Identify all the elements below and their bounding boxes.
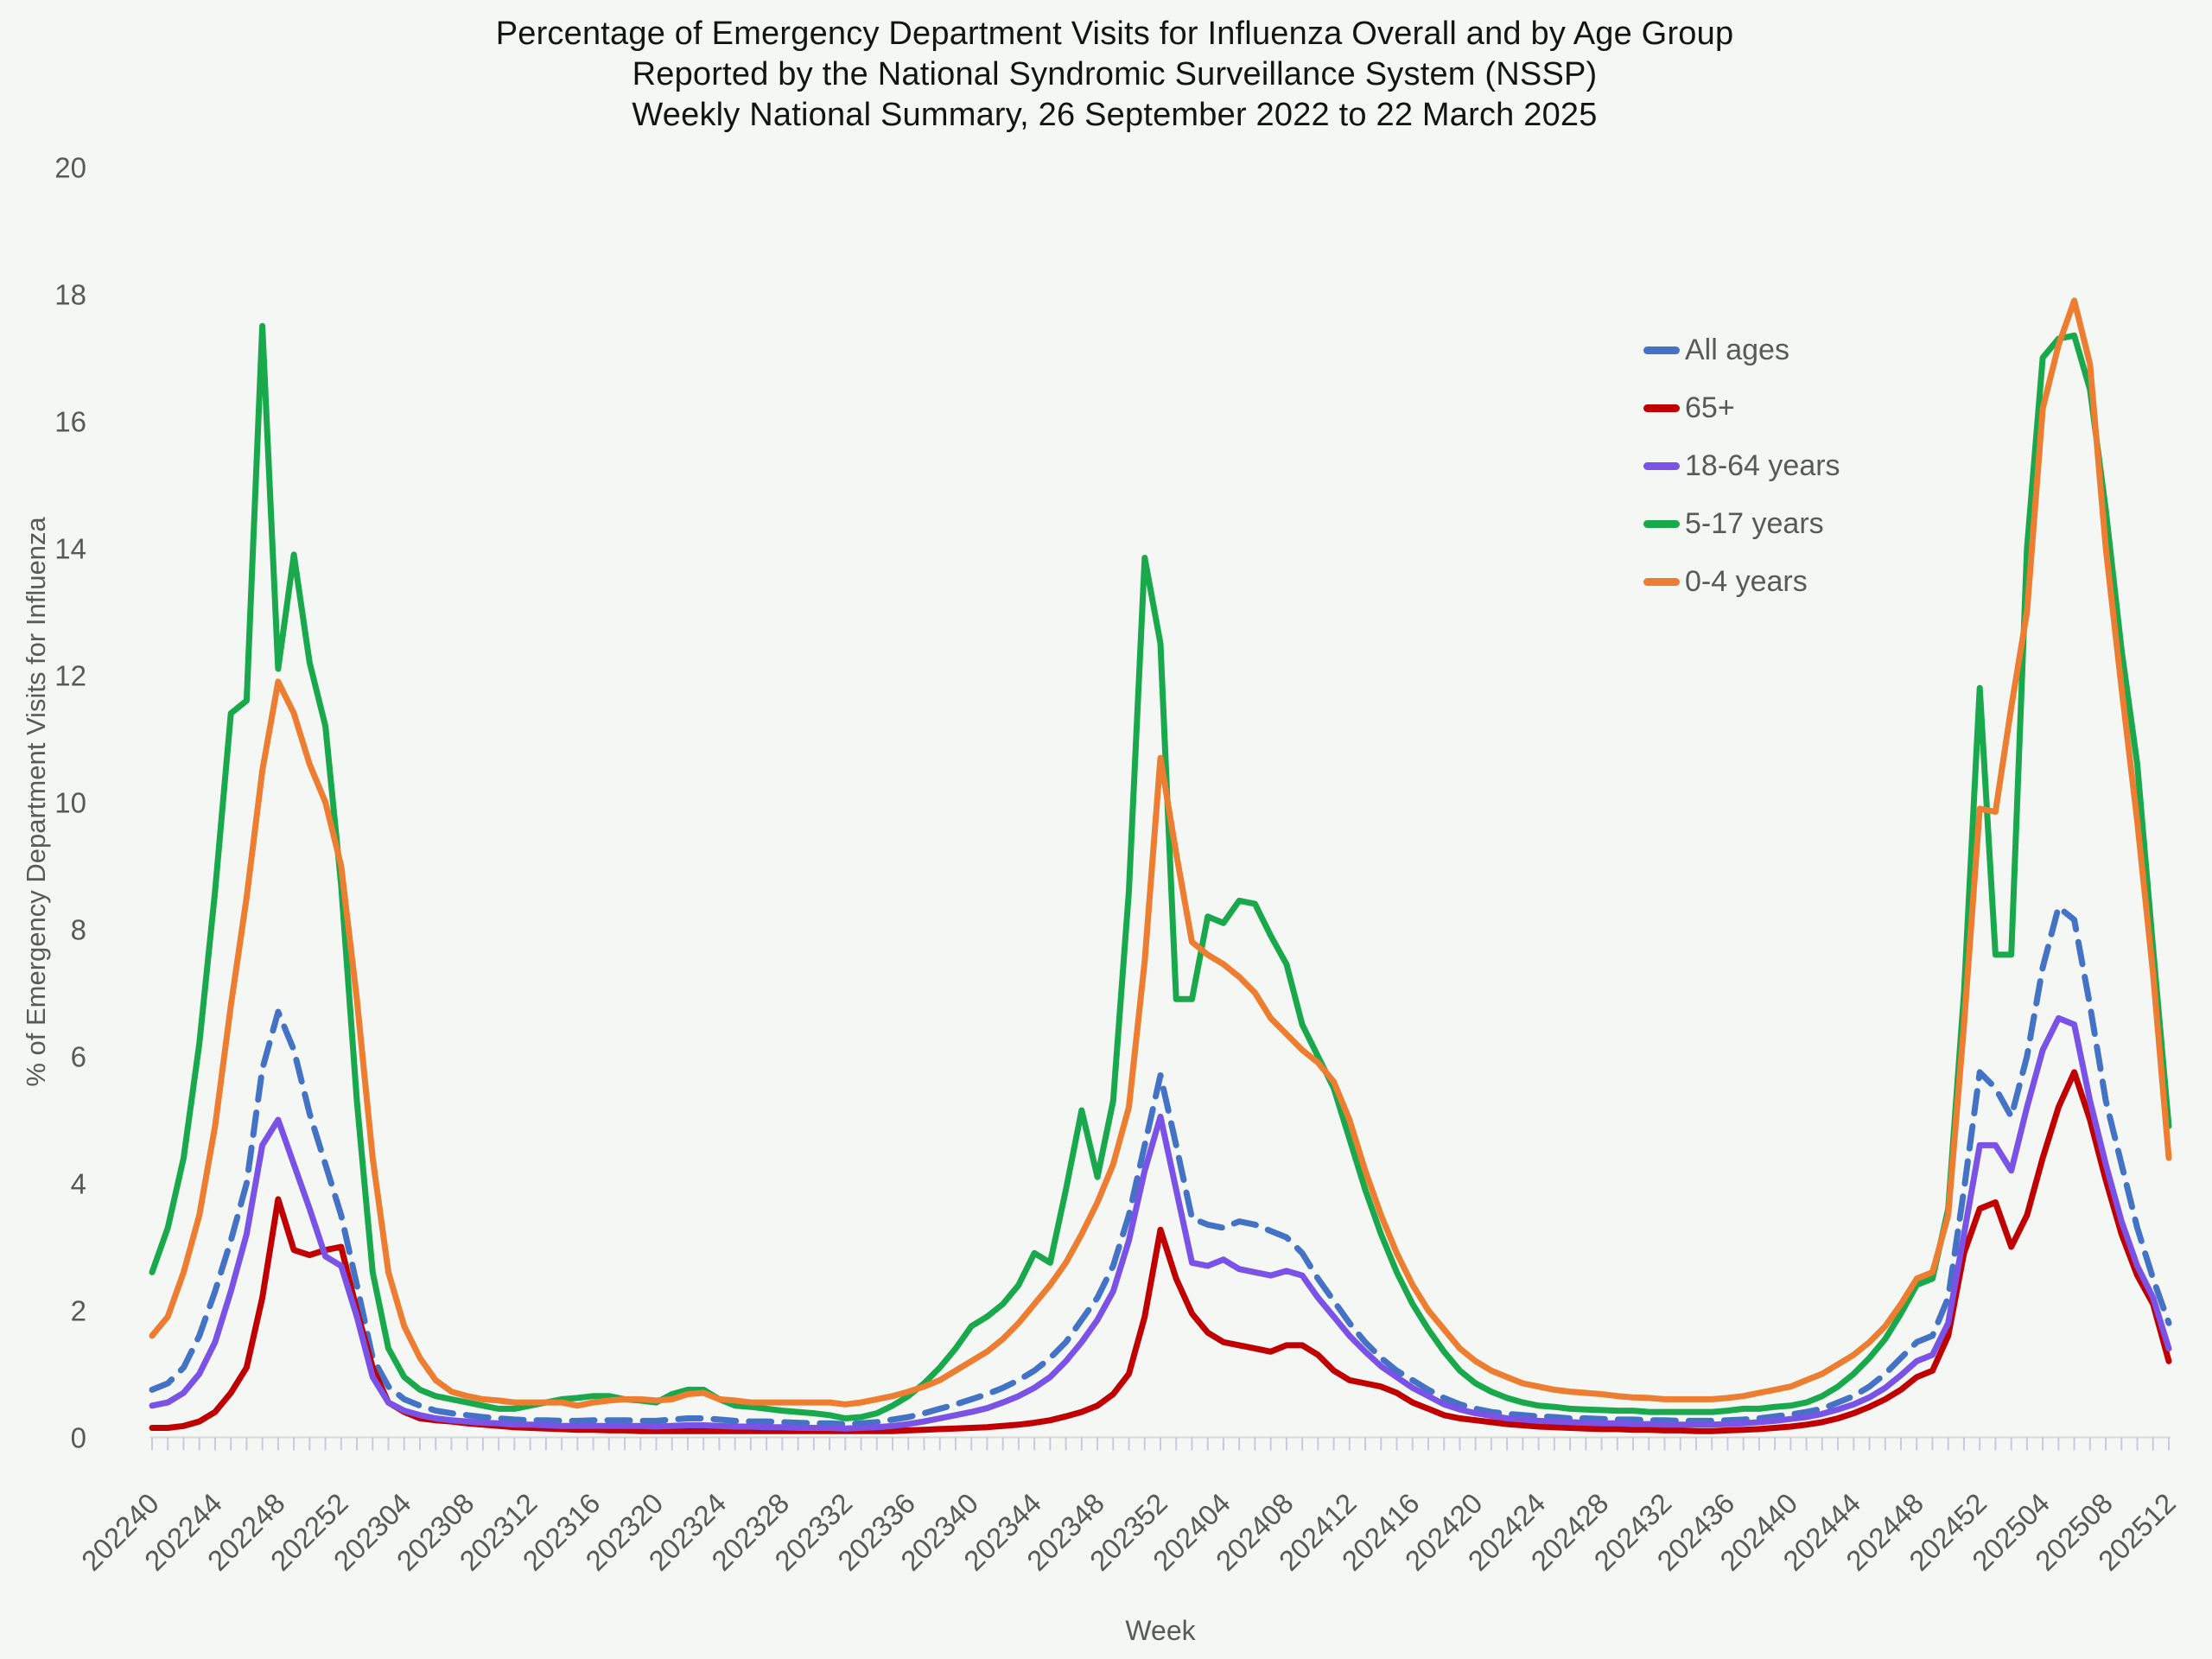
y-axis-tick-label: 18 bbox=[54, 279, 86, 311]
y-axis-tick-label: 2 bbox=[71, 1295, 86, 1327]
legend-item-65-: 65+ bbox=[1643, 379, 1840, 437]
series-line-5-17-years bbox=[149, 322, 2172, 1421]
y-axis-tick-label: 20 bbox=[54, 152, 86, 184]
y-axis-tick-label: 16 bbox=[54, 406, 86, 438]
chart-legend: All ages 65+ 18-64 years 5-17 years 0-4 year… bbox=[1643, 321, 1840, 611]
legend-swatch-icon bbox=[1643, 462, 1680, 470]
legend-swatch-icon bbox=[1643, 520, 1680, 528]
legend-label: 5-17 years bbox=[1685, 507, 1824, 540]
legend-swatch-icon bbox=[1643, 346, 1680, 354]
legend-item-0-4-years: 0-4 years bbox=[1643, 553, 1840, 611]
legend-label: All ages bbox=[1685, 334, 1789, 366]
chart-title-line-2: Reported by the National Syndromic Surve… bbox=[632, 56, 1598, 92]
y-axis-tick-label: 10 bbox=[54, 787, 86, 819]
series-line-0-4-years bbox=[149, 297, 2172, 1409]
legend-item-5-17-years: 5-17 years bbox=[1643, 495, 1840, 553]
series-line-18-64-years bbox=[149, 1014, 2172, 1432]
y-axis-tick-label: 4 bbox=[71, 1168, 86, 1200]
legend-swatch-icon bbox=[1643, 404, 1680, 412]
legend-label: 0-4 years bbox=[1685, 565, 1808, 598]
chart-title-line-1: Percentage of Emergency Department Visit… bbox=[495, 16, 1734, 52]
legend-label: 65+ bbox=[1685, 391, 1735, 424]
x-axis-title: Week bbox=[1125, 1615, 1196, 1646]
y-axis-tick-label: 14 bbox=[54, 533, 86, 565]
chart-title: Percentage of Emergency Department Visit… bbox=[69, 14, 2160, 136]
y-axis-tick-label: 8 bbox=[71, 914, 86, 946]
legend-label: 18-64 years bbox=[1685, 449, 1840, 482]
y-axis-title: % of Emergency Department Visits for Inf… bbox=[21, 517, 51, 1087]
legend-item-all-ages: All ages bbox=[1643, 321, 1840, 379]
y-axis-tick-label: 0 bbox=[71, 1422, 86, 1454]
y-axis-tick-label: 12 bbox=[54, 660, 86, 692]
series-line-all-ages bbox=[149, 904, 2172, 1427]
chart-title-line-3: Weekly National Summary, 26 September 20… bbox=[632, 97, 1598, 133]
legend-item-18-64-years: 18-64 years bbox=[1643, 437, 1840, 495]
legend-swatch-icon bbox=[1643, 578, 1680, 586]
y-axis-tick-label: 6 bbox=[71, 1041, 86, 1073]
